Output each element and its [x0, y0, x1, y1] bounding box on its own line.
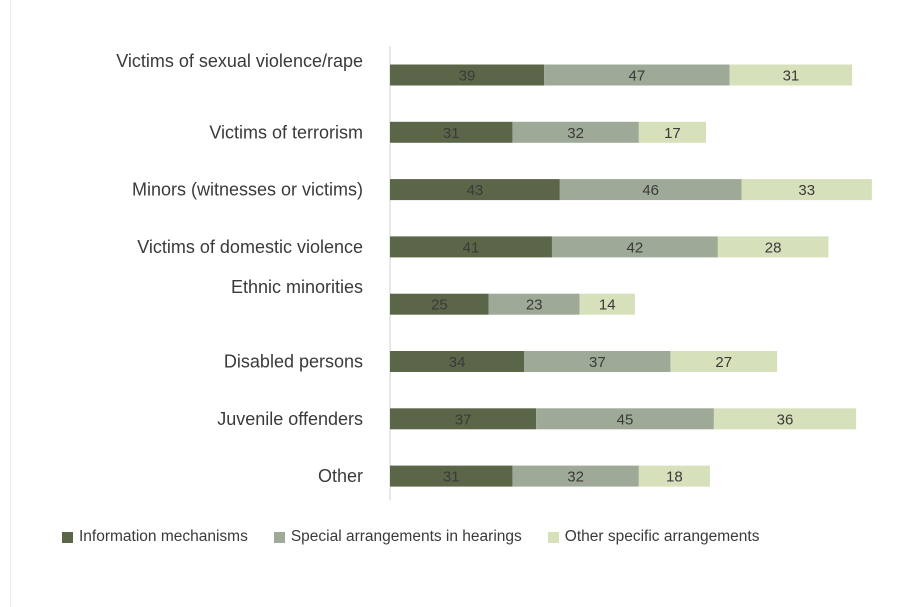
data-label: 31 — [443, 469, 460, 486]
legend-item: Other specific arrangements — [547, 528, 760, 546]
bar-segment — [390, 121, 513, 143]
bar-segment — [390, 179, 560, 201]
bar-segment — [390, 293, 489, 315]
data-label: 39 — [459, 68, 476, 85]
category-label: Victims of sexual violence/rape — [116, 51, 363, 71]
data-label: 34 — [449, 354, 466, 371]
bar-segment — [390, 236, 552, 258]
legend-swatch — [273, 531, 285, 543]
chart-plot-area: Victims of sexual violence/rape 39 47 31 Vic… — [116, 46, 872, 500]
data-label: 32 — [567, 125, 584, 142]
bar-segment — [488, 293, 580, 315]
category-label: Victims of terrorism — [209, 122, 363, 142]
bar-segment — [390, 351, 525, 372]
bar-segment — [638, 465, 710, 487]
bar-segment — [717, 236, 829, 258]
data-label: 42 — [627, 239, 644, 256]
category-label: Juvenile offenders — [217, 409, 363, 429]
data-label: 33 — [798, 182, 815, 199]
data-label: 37 — [455, 411, 472, 428]
data-label: 27 — [715, 354, 732, 371]
bar-segment — [729, 64, 853, 86]
data-label: 45 — [617, 411, 634, 428]
data-label: 32 — [567, 469, 584, 486]
bar-segment — [741, 179, 872, 201]
data-label: 41 — [463, 239, 480, 256]
legend-label: Other specific arrangements — [564, 528, 760, 545]
bar-segment — [524, 351, 671, 372]
data-label: 17 — [664, 125, 681, 142]
page-border — [10, 0, 11, 607]
data-label: 43 — [467, 182, 484, 199]
data-label: 25 — [431, 297, 448, 314]
bar-segment — [559, 179, 742, 201]
bar-segment — [390, 64, 545, 86]
data-label: 47 — [629, 68, 646, 85]
legend-item: Information mechanisms — [62, 528, 248, 546]
data-label: 36 — [777, 411, 794, 428]
bar-segment — [390, 465, 513, 487]
category-label: Minors (witnesses or victims) — [132, 180, 363, 200]
bar-segment — [670, 351, 778, 372]
data-label: 23 — [526, 297, 543, 314]
data-label: 31 — [443, 125, 460, 142]
chart-legend: Information mechanisms Special arrangemen… — [62, 528, 785, 546]
category-label: Disabled persons — [224, 352, 363, 372]
data-label: 14 — [599, 297, 616, 314]
bar-segment — [544, 64, 730, 86]
bar-segment — [536, 408, 714, 430]
bar-segment — [551, 236, 718, 258]
data-label: 18 — [666, 469, 683, 486]
category-label: Ethnic minorities — [231, 277, 363, 297]
category-label: Victims of domestic violence — [137, 237, 363, 257]
bar-segment — [638, 121, 706, 143]
legend-label: Information mechanisms — [79, 528, 248, 545]
data-label: 46 — [642, 182, 659, 199]
legend-swatch — [547, 531, 559, 543]
bar-segment — [512, 465, 639, 487]
legend-swatch — [62, 531, 73, 543]
bar-segment — [390, 408, 537, 430]
category-label: Other — [318, 466, 363, 486]
legend-label: Special arrangements in hearings — [290, 528, 522, 545]
bar-segment — [713, 408, 857, 430]
data-label: 31 — [783, 68, 800, 85]
data-label: 28 — [765, 239, 782, 256]
bar-segment — [512, 121, 639, 143]
legend-item: Special arrangements in hearings — [273, 528, 522, 546]
bar-segment — [579, 293, 635, 315]
data-label: 37 — [589, 354, 606, 371]
